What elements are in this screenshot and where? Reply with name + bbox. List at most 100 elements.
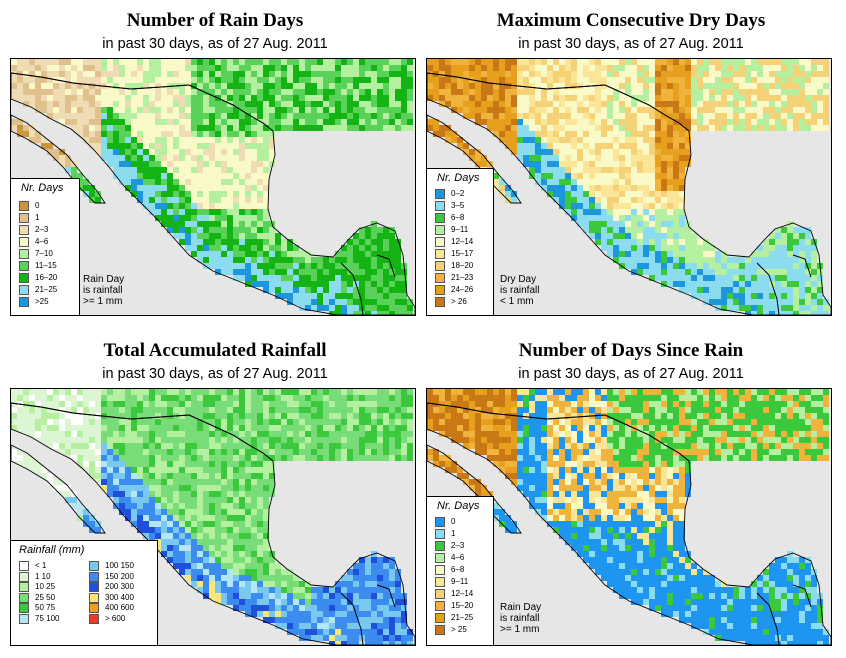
legend-swatch xyxy=(435,553,445,563)
note-line: is rainfall xyxy=(500,285,540,296)
legend-swatch xyxy=(435,601,445,611)
legend-swatch xyxy=(89,571,99,582)
legend-swatch xyxy=(435,565,445,575)
legend-label: 25 50 xyxy=(35,592,56,602)
belize-border xyxy=(376,584,396,608)
baja-outline xyxy=(11,114,106,204)
legend-swatch xyxy=(19,297,29,307)
panel-title: Number of Rain Days xyxy=(126,10,304,31)
legend-label: 1 10 xyxy=(35,571,51,581)
rain-day-note: Rain Day is rainfall >= 1 mm xyxy=(83,274,124,307)
legend-label: 12–14 xyxy=(451,589,474,598)
legend-swatch xyxy=(435,249,445,259)
legend-label: 10 25 xyxy=(35,582,56,591)
guatemala-border xyxy=(340,262,364,315)
legend-swatch xyxy=(89,582,99,592)
legend-label: 2–3 xyxy=(35,225,49,234)
legend-swatch xyxy=(435,577,445,587)
note-line: >= 1 mm xyxy=(83,296,123,307)
map-canvas xyxy=(427,389,831,645)
legend-swatch xyxy=(435,213,445,223)
legend-label: >25 xyxy=(35,297,49,306)
legend-label: 0–2 xyxy=(451,189,465,198)
legend-swatch xyxy=(435,201,445,211)
legend-label: 21–25 xyxy=(35,285,58,294)
legend-title: Nr. Days xyxy=(437,500,480,512)
legend-title: Rainfall (mm) xyxy=(19,544,85,556)
legend-label: 0 xyxy=(451,517,456,526)
data-grid xyxy=(11,389,413,645)
us-border xyxy=(11,402,274,462)
legend-swatch xyxy=(19,285,29,295)
legend-label: 6–8 xyxy=(451,213,465,222)
legend-label: 100 150 xyxy=(105,561,134,570)
us-border xyxy=(427,402,690,462)
panel-title: Maximum Consecutive Dry Days xyxy=(496,10,766,31)
note-line: is rainfall xyxy=(83,285,123,296)
map-canvas xyxy=(427,59,831,315)
legend-swatch xyxy=(89,561,99,571)
legend-label: < 1 xyxy=(35,561,47,570)
legend-label: 50 75 xyxy=(35,603,56,612)
legend-swatch xyxy=(19,582,29,592)
legend-label: 300 400 xyxy=(105,592,134,602)
legend-label: 24–26 xyxy=(451,285,474,294)
legend-label: > 25 xyxy=(451,625,467,634)
legend-label: 200 300 xyxy=(105,582,134,591)
legend-label: 21–23 xyxy=(451,273,474,282)
belize-border xyxy=(792,584,812,608)
legend-swatch xyxy=(19,571,29,582)
legend-label: 7–10 xyxy=(35,249,53,258)
baja-outline xyxy=(427,114,522,204)
guatemala-border xyxy=(340,592,364,645)
legend-label: 3–5 xyxy=(451,201,465,210)
accum-rain-map xyxy=(10,388,416,646)
note-line: < 1 mm xyxy=(500,296,534,307)
legend-label: 2–3 xyxy=(451,541,465,550)
panel-title: Number of Days Since Rain xyxy=(518,340,744,361)
note-line: >= 1 mm xyxy=(500,624,540,635)
us-border xyxy=(427,72,690,132)
legend-label: 12–14 xyxy=(451,237,474,246)
legend-label: 400 600 xyxy=(105,603,134,612)
legend-label: 16–20 xyxy=(35,273,58,282)
legend-swatch xyxy=(19,213,29,223)
note-line: is rainfall xyxy=(500,613,540,624)
legend-swatch xyxy=(19,273,29,283)
legend-swatch xyxy=(435,261,445,271)
legend-swatch xyxy=(19,603,29,613)
legend-swatch xyxy=(435,529,445,539)
legend-swatch xyxy=(19,225,29,235)
rain-days-legend: Nr. Days 0 1 2–3 4–6 7–10 11–15 16–20 21–25 >25 xyxy=(10,178,80,316)
panel-accum-rain: Total Accumulated Rainfall in past 30 da… xyxy=(10,330,420,655)
guatemala-border xyxy=(756,592,780,645)
note-line: Dry Day xyxy=(500,274,537,285)
belize-border xyxy=(376,254,396,278)
legend-swatch xyxy=(435,297,445,307)
panel-subtitle: in past 30 days, as of 27 Aug. 2011 xyxy=(518,366,744,382)
data-grid xyxy=(427,59,829,315)
legend-swatch xyxy=(435,225,445,235)
legend-title: Nr. Days xyxy=(21,182,64,194)
legend-swatch xyxy=(435,273,445,283)
legend-label: 9–11 xyxy=(451,225,469,234)
legend-label: > 26 xyxy=(451,297,467,306)
legend-label: 18–20 xyxy=(451,261,474,270)
legend-swatch xyxy=(435,189,445,199)
legend-label: 1 xyxy=(451,529,456,538)
note-line: Rain Day xyxy=(83,274,125,285)
legend-label: 0 xyxy=(35,201,40,210)
legend-swatch xyxy=(89,613,99,624)
legend-swatch xyxy=(435,589,445,599)
data-grid xyxy=(427,389,829,645)
legend-label: 21–25 xyxy=(451,613,474,622)
note-line: Rain Day xyxy=(500,602,542,613)
since-rain-legend: Nr. Days 0 1 2–3 4–6 6–8 9–11 12–14 15–20 21–25 >… xyxy=(426,496,494,646)
legend-swatch xyxy=(89,592,99,603)
legend-label: 11–15 xyxy=(35,261,57,270)
dry-days-legend: Nr. Days 0–2 3–5 6–8 9–11 12–14 15–17 18–20 21–… xyxy=(426,168,494,316)
legend-label: 4–6 xyxy=(35,237,49,246)
rain-day-note: Rain Day is rainfall >= 1 mm xyxy=(500,602,541,635)
guatemala-border xyxy=(756,262,780,315)
